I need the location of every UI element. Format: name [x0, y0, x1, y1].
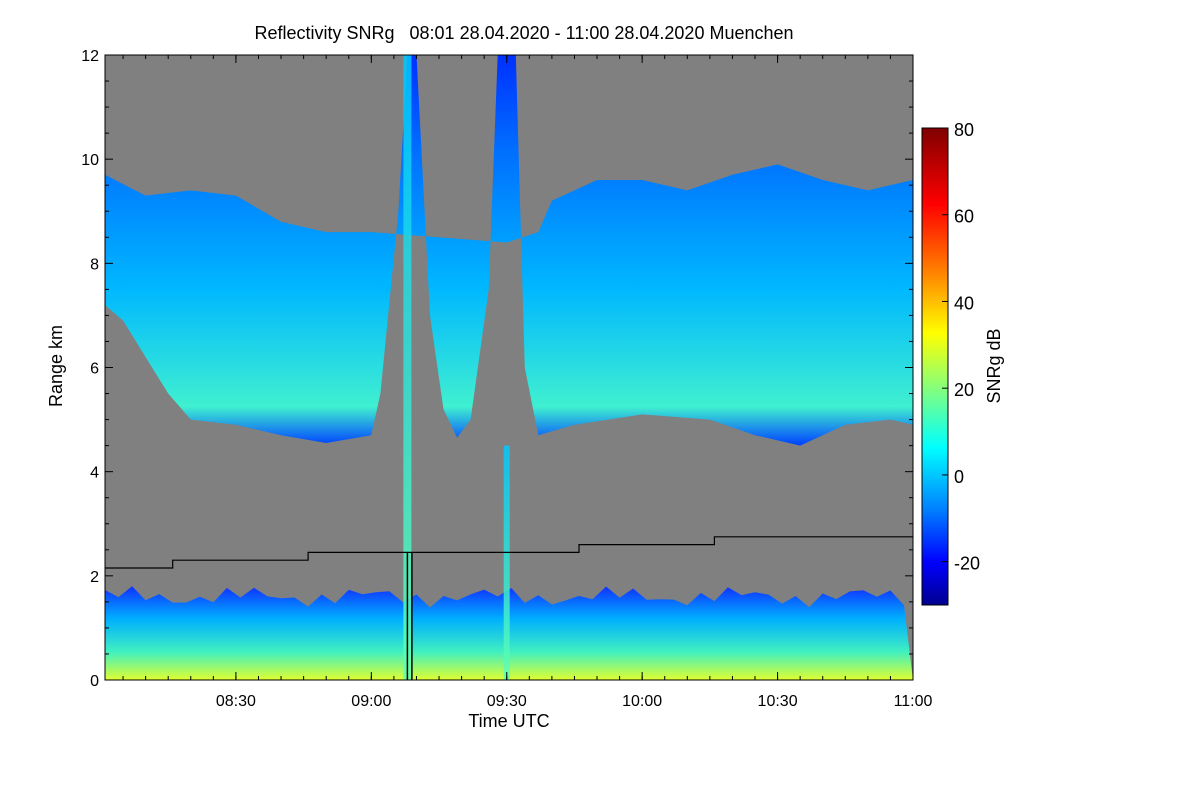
y-tick-label: 2 — [90, 569, 99, 586]
reference-line — [105, 536, 913, 569]
colorbar-tick-label: 80 — [954, 120, 974, 140]
plot-area — [105, 55, 913, 680]
y-axis: 0 2 4 6 8 10 12 — [81, 48, 913, 690]
x-tick-label: 08:30 — [216, 693, 256, 710]
y-tick-label: 12 — [81, 48, 99, 65]
x-tick-label: 10:00 — [622, 693, 662, 710]
y-tick-label: 4 — [90, 465, 99, 482]
colorbar-label: SNRg dB — [984, 328, 1004, 403]
x-tick-label: 09:00 — [351, 693, 391, 710]
colorbar-tick-label: 20 — [954, 380, 974, 400]
y-axis-label: Range km — [46, 325, 66, 407]
colorbar: -20 0 20 40 60 80 SNRg dB — [921, 120, 1004, 606]
x-axis: 08:30 09:00 09:30 10:00 10:30 11:00 — [122, 55, 933, 710]
y-tick-label: 10 — [81, 152, 99, 169]
colorbar-gradient — [921, 127, 949, 606]
cloud-layer — [105, 55, 913, 446]
plume-column — [403, 55, 412, 680]
y-tick-label: 8 — [90, 256, 99, 273]
x-axis-label: Time UTC — [468, 711, 549, 731]
chart-title: Reflectivity SNRg 08:01 28.04.2020 - 11:… — [254, 23, 793, 43]
colorbar-tick-label: 60 — [954, 207, 974, 227]
x-tick-label: 10:30 — [758, 693, 798, 710]
y-tick-label: 0 — [90, 673, 99, 690]
plume-column — [503, 445, 510, 680]
colorbar-tick-label: 0 — [954, 467, 964, 487]
colorbar-tick-label: -20 — [954, 554, 980, 574]
x-tick-label: 11:00 — [894, 693, 933, 710]
y-tick-label: 6 — [90, 361, 99, 378]
x-tick-label: 09:30 — [487, 693, 527, 710]
colorbar-tick-label: 40 — [954, 293, 974, 313]
